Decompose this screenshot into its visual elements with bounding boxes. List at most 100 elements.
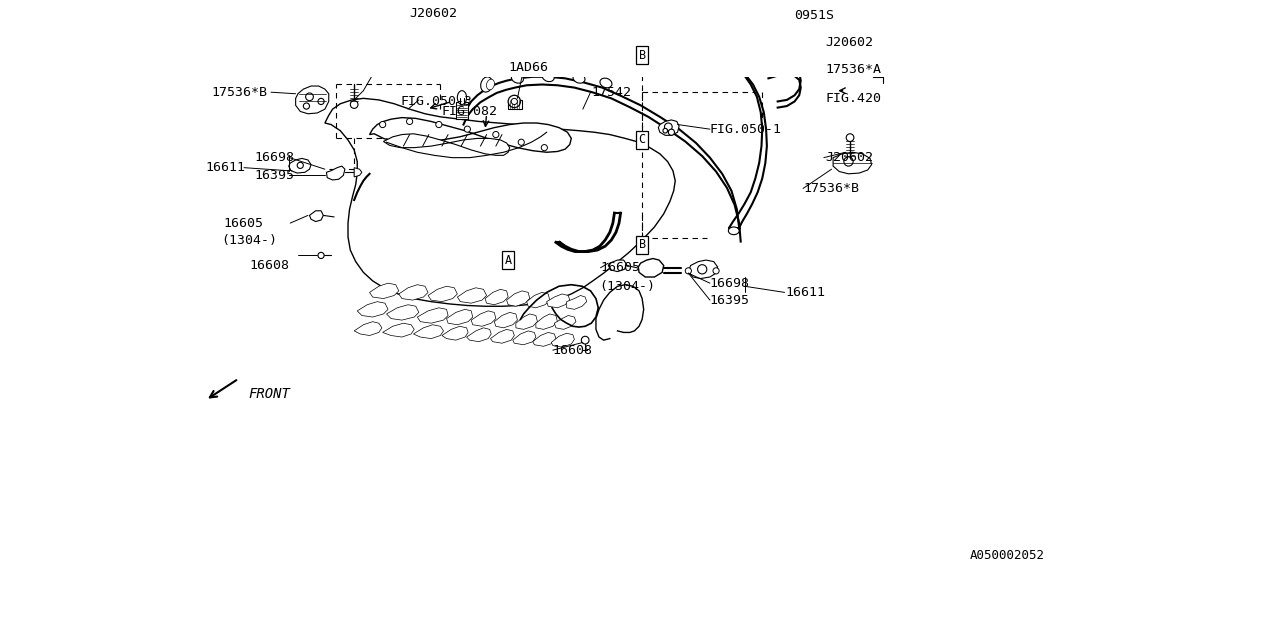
Polygon shape [639, 259, 664, 277]
Text: J20602: J20602 [826, 151, 873, 164]
Polygon shape [296, 86, 329, 114]
Polygon shape [355, 322, 381, 335]
Circle shape [518, 139, 525, 145]
Polygon shape [608, 260, 627, 271]
Polygon shape [325, 99, 676, 307]
Polygon shape [532, 332, 556, 346]
Circle shape [581, 336, 589, 344]
Polygon shape [370, 118, 571, 152]
Polygon shape [507, 291, 530, 307]
Polygon shape [485, 289, 508, 305]
Polygon shape [467, 328, 492, 342]
Ellipse shape [512, 74, 524, 83]
Polygon shape [658, 120, 680, 135]
Circle shape [306, 93, 314, 100]
Polygon shape [547, 294, 570, 308]
Polygon shape [442, 326, 468, 340]
Polygon shape [457, 288, 486, 303]
Polygon shape [384, 134, 509, 156]
Polygon shape [357, 301, 388, 317]
Bar [456, 102, 468, 119]
Text: J20602: J20602 [410, 7, 458, 20]
Circle shape [846, 61, 854, 69]
Ellipse shape [486, 79, 494, 90]
Polygon shape [355, 168, 362, 177]
Ellipse shape [481, 77, 493, 92]
Text: 17542: 17542 [591, 86, 631, 99]
Text: 16698: 16698 [710, 276, 750, 290]
Text: FIG.082: FIG.082 [442, 105, 498, 118]
Text: 17536*B: 17536*B [804, 182, 860, 195]
Circle shape [668, 129, 675, 135]
Polygon shape [310, 211, 324, 221]
Text: 17536*B: 17536*B [211, 86, 268, 99]
Text: 16698: 16698 [253, 151, 294, 164]
Bar [508, 100, 522, 109]
Circle shape [541, 145, 548, 150]
Circle shape [713, 268, 719, 274]
Circle shape [303, 103, 310, 109]
Polygon shape [833, 152, 872, 174]
Text: 16395: 16395 [253, 169, 294, 182]
Polygon shape [413, 324, 443, 339]
Text: 0951S: 0951S [795, 9, 835, 22]
Circle shape [851, 22, 859, 30]
Polygon shape [490, 330, 515, 343]
Text: 16395: 16395 [710, 294, 750, 307]
Polygon shape [526, 292, 549, 308]
Polygon shape [326, 166, 344, 180]
Ellipse shape [457, 91, 467, 104]
Polygon shape [513, 331, 536, 345]
Polygon shape [840, 58, 863, 76]
Polygon shape [689, 260, 718, 278]
Ellipse shape [728, 227, 739, 235]
Circle shape [493, 131, 499, 138]
Text: B: B [639, 238, 645, 251]
Text: A: A [504, 253, 512, 266]
Text: FIG.050-1: FIG.050-1 [710, 123, 782, 136]
Circle shape [844, 157, 854, 166]
Circle shape [698, 265, 707, 274]
Circle shape [511, 99, 517, 104]
Circle shape [435, 122, 442, 127]
Circle shape [663, 129, 668, 133]
Text: 16611: 16611 [786, 286, 826, 299]
Text: 16608: 16608 [553, 344, 593, 356]
Circle shape [407, 118, 412, 125]
Circle shape [852, 68, 859, 74]
Text: C: C [639, 133, 645, 147]
Circle shape [846, 134, 854, 141]
Circle shape [351, 100, 358, 108]
Text: (1304-): (1304-) [599, 280, 655, 292]
Text: J20602: J20602 [826, 36, 873, 49]
Text: (1304-): (1304-) [221, 234, 278, 247]
Text: 1AD66: 1AD66 [508, 61, 548, 74]
Ellipse shape [543, 72, 554, 82]
Text: A050002052: A050002052 [970, 549, 1044, 563]
Polygon shape [428, 286, 457, 301]
Polygon shape [471, 311, 495, 326]
Circle shape [380, 122, 385, 127]
Polygon shape [494, 312, 517, 328]
Text: 16608: 16608 [250, 259, 289, 272]
Ellipse shape [600, 78, 612, 88]
Polygon shape [567, 296, 586, 309]
Ellipse shape [573, 74, 585, 83]
Circle shape [297, 163, 303, 168]
Polygon shape [417, 308, 448, 323]
Text: FIG.050-3: FIG.050-3 [401, 95, 472, 108]
Polygon shape [516, 314, 538, 330]
Polygon shape [289, 159, 311, 173]
Polygon shape [387, 305, 419, 320]
Text: 16611: 16611 [206, 161, 246, 174]
Text: FIG.420: FIG.420 [826, 92, 882, 105]
Polygon shape [552, 333, 575, 347]
Text: 16605: 16605 [600, 261, 640, 275]
Polygon shape [447, 309, 472, 324]
Circle shape [685, 268, 691, 274]
Polygon shape [554, 316, 576, 330]
Circle shape [508, 95, 521, 108]
Circle shape [664, 123, 672, 131]
Circle shape [317, 252, 324, 259]
Circle shape [317, 99, 324, 104]
